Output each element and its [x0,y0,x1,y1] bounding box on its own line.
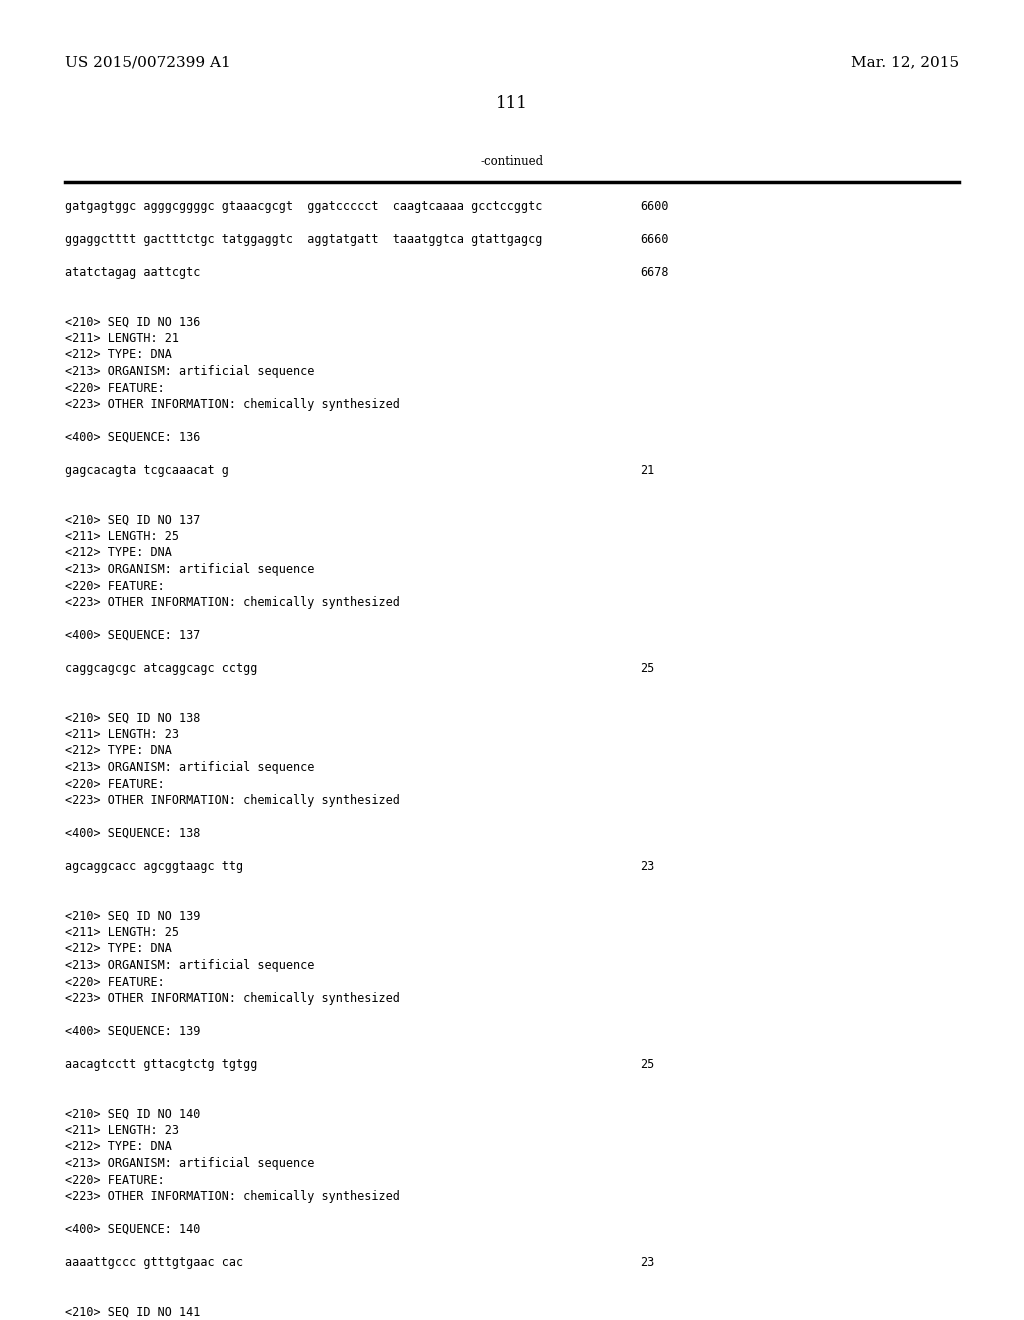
Text: <223> OTHER INFORMATION: chemically synthesized: <223> OTHER INFORMATION: chemically synt… [65,993,400,1005]
Text: <213> ORGANISM: artificial sequence: <213> ORGANISM: artificial sequence [65,762,314,774]
Text: 6678: 6678 [640,267,669,279]
Text: <220> FEATURE:: <220> FEATURE: [65,777,165,791]
Text: 111: 111 [496,95,528,112]
Text: <211> LENGTH: 23: <211> LENGTH: 23 [65,1125,179,1137]
Text: <223> OTHER INFORMATION: chemically synthesized: <223> OTHER INFORMATION: chemically synt… [65,1191,400,1203]
Text: <211> LENGTH: 21: <211> LENGTH: 21 [65,333,179,345]
Text: <223> OTHER INFORMATION: chemically synthesized: <223> OTHER INFORMATION: chemically synt… [65,399,400,411]
Text: <212> TYPE: DNA: <212> TYPE: DNA [65,546,172,560]
Text: <223> OTHER INFORMATION: chemically synthesized: <223> OTHER INFORMATION: chemically synt… [65,597,400,609]
Text: <210> SEQ ID NO 140: <210> SEQ ID NO 140 [65,1107,201,1121]
Text: <213> ORGANISM: artificial sequence: <213> ORGANISM: artificial sequence [65,1158,314,1170]
Text: <211> LENGTH: 23: <211> LENGTH: 23 [65,729,179,741]
Text: 21: 21 [640,465,654,477]
Text: <400> SEQUENCE: 139: <400> SEQUENCE: 139 [65,1026,201,1038]
Text: <212> TYPE: DNA: <212> TYPE: DNA [65,744,172,758]
Text: <400> SEQUENCE: 138: <400> SEQUENCE: 138 [65,828,201,840]
Text: 25: 25 [640,663,654,675]
Text: aacagtcctt gttacgtctg tgtgg: aacagtcctt gttacgtctg tgtgg [65,1059,257,1071]
Text: <400> SEQUENCE: 140: <400> SEQUENCE: 140 [65,1224,201,1236]
Text: <223> OTHER INFORMATION: chemically synthesized: <223> OTHER INFORMATION: chemically synt… [65,795,400,807]
Text: <211> LENGTH: 25: <211> LENGTH: 25 [65,927,179,939]
Text: gagcacagta tcgcaaacat g: gagcacagta tcgcaaacat g [65,465,229,477]
Text: <213> ORGANISM: artificial sequence: <213> ORGANISM: artificial sequence [65,366,314,378]
Text: -continued: -continued [480,154,544,168]
Text: 23: 23 [640,861,654,873]
Text: <210> SEQ ID NO 139: <210> SEQ ID NO 139 [65,909,201,923]
Text: <212> TYPE: DNA: <212> TYPE: DNA [65,348,172,362]
Text: <220> FEATURE:: <220> FEATURE: [65,381,165,395]
Text: atatctagag aattcgtc: atatctagag aattcgtc [65,267,201,279]
Text: <210> SEQ ID NO 141: <210> SEQ ID NO 141 [65,1305,201,1319]
Text: 6600: 6600 [640,201,669,213]
Text: 23: 23 [640,1257,654,1269]
Text: ggaggctttt gactttctgc tatggaggtc  aggtatgatt  taaatggtca gtattgagcg: ggaggctttt gactttctgc tatggaggtc aggtatg… [65,234,543,246]
Text: <210> SEQ ID NO 136: <210> SEQ ID NO 136 [65,315,201,329]
Text: <220> FEATURE:: <220> FEATURE: [65,579,165,593]
Text: <210> SEQ ID NO 138: <210> SEQ ID NO 138 [65,711,201,725]
Text: <213> ORGANISM: artificial sequence: <213> ORGANISM: artificial sequence [65,564,314,576]
Text: <220> FEATURE:: <220> FEATURE: [65,1173,165,1187]
Text: gatgagtggc agggcggggc gtaaacgcgt  ggatccccct  caagtcaaaa gcctccggtc: gatgagtggc agggcggggc gtaaacgcgt ggatccc… [65,201,543,213]
Text: 6660: 6660 [640,234,669,246]
Text: <220> FEATURE:: <220> FEATURE: [65,975,165,989]
Text: <212> TYPE: DNA: <212> TYPE: DNA [65,1140,172,1154]
Text: agcaggcacc agcggtaagc ttg: agcaggcacc agcggtaagc ttg [65,861,243,873]
Text: <400> SEQUENCE: 136: <400> SEQUENCE: 136 [65,432,201,444]
Text: 25: 25 [640,1059,654,1071]
Text: caggcagcgc atcaggcagc cctgg: caggcagcgc atcaggcagc cctgg [65,663,257,675]
Text: <210> SEQ ID NO 137: <210> SEQ ID NO 137 [65,513,201,527]
Text: <213> ORGANISM: artificial sequence: <213> ORGANISM: artificial sequence [65,960,314,972]
Text: <400> SEQUENCE: 137: <400> SEQUENCE: 137 [65,630,201,642]
Text: US 2015/0072399 A1: US 2015/0072399 A1 [65,55,230,69]
Text: <212> TYPE: DNA: <212> TYPE: DNA [65,942,172,956]
Text: Mar. 12, 2015: Mar. 12, 2015 [851,55,959,69]
Text: aaaattgccc gtttgtgaac cac: aaaattgccc gtttgtgaac cac [65,1257,243,1269]
Text: <211> LENGTH: 25: <211> LENGTH: 25 [65,531,179,543]
